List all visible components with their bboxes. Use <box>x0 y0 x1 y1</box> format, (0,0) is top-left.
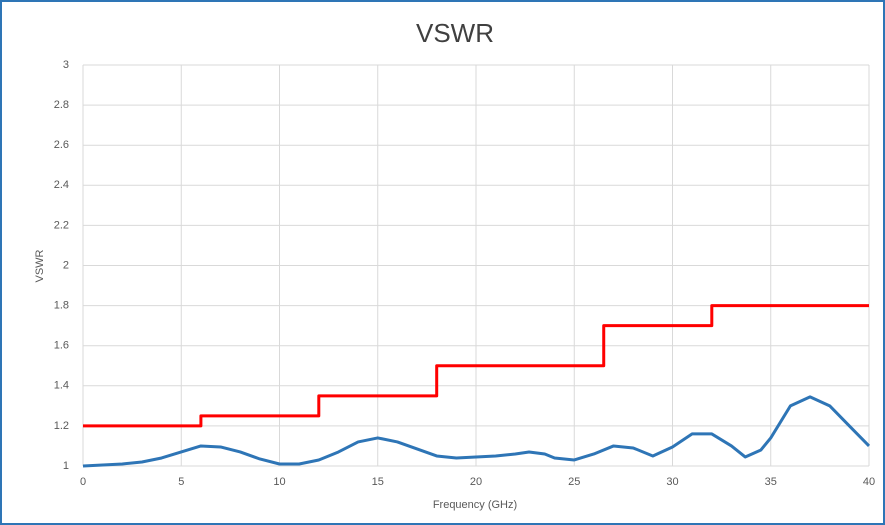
y-tick-label: 2.2 <box>54 219 69 231</box>
x-tick-label: 0 <box>80 476 86 488</box>
x-tick-label: 15 <box>372 476 384 488</box>
y-axis-label: VSWR <box>34 249 46 282</box>
y-tick-label: 1 <box>63 460 69 472</box>
x-tick-label: 25 <box>568 476 580 488</box>
y-tick-label: 2 <box>63 259 69 271</box>
x-tick-label: 20 <box>470 476 482 488</box>
x-axis-label: Frequency (GHz) <box>433 499 517 511</box>
series-line <box>83 304 869 428</box>
series-line <box>82 395 871 468</box>
y-tick-label: 2.4 <box>54 179 69 191</box>
y-tick-label: 1.2 <box>54 420 69 432</box>
x-tick-label: 10 <box>273 476 285 488</box>
y-tick-label: 1.8 <box>54 300 69 312</box>
y-tick-label: 3 <box>63 59 69 71</box>
y-tick-label: 2.8 <box>54 99 69 111</box>
chart-title: VSWR <box>416 18 494 48</box>
y-tick-label: 1.6 <box>54 340 69 352</box>
x-tick-label: 30 <box>666 476 678 488</box>
x-tick-label: 5 <box>178 476 184 488</box>
y-tick-label: 1.4 <box>54 380 69 392</box>
x-tick-label: 35 <box>765 476 777 488</box>
y-tick-label: 2.6 <box>54 139 69 151</box>
x-tick-label: 40 <box>863 476 875 488</box>
